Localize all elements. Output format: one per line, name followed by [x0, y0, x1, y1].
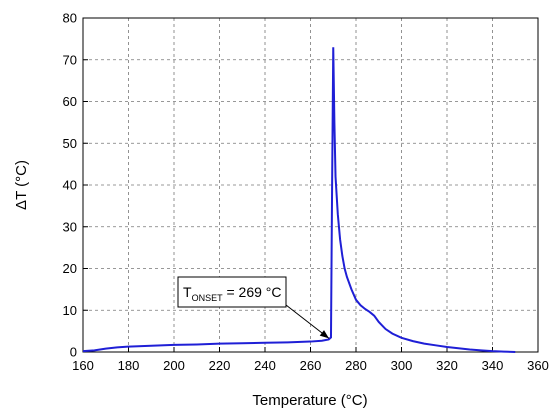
- x-tick-label: 360: [527, 358, 549, 373]
- x-tick-label: 320: [436, 358, 458, 373]
- y-tick-label: 70: [63, 52, 77, 67]
- x-axis-title: Temperature (°C): [252, 392, 367, 409]
- y-tick-labels: 0 10 20 30 40 50 60 70 80: [63, 11, 77, 360]
- x-tick-label: 240: [254, 358, 276, 373]
- series-line: [82, 47, 516, 353]
- onset-annotation: TONSET = 269 °C: [177, 276, 330, 339]
- x-tick-label: 260: [300, 358, 322, 373]
- y-axis-label: ΔT: [13, 191, 30, 210]
- annotation-arrow: [285, 304, 330, 339]
- annotation-box: [177, 276, 287, 308]
- y-tick-label: 60: [63, 94, 77, 109]
- x-tick-label: 340: [482, 358, 504, 373]
- y-tick-label: 50: [63, 136, 77, 151]
- y-tick-label: 20: [63, 261, 77, 276]
- annotation-symbol: T: [183, 284, 192, 300]
- x-tick-label: 200: [163, 358, 185, 373]
- y-axis-unit: (°C): [13, 160, 30, 187]
- x-tick-label: 180: [118, 358, 140, 373]
- y-tick-label: 10: [63, 303, 77, 318]
- annotation-arrowhead: [319, 330, 329, 339]
- x-tick-label: 280: [345, 358, 367, 373]
- axis-ticks: [82, 17, 539, 353]
- x-axis-label: Temperature: [252, 392, 336, 409]
- annotation-value: = 269 °C: [223, 284, 282, 300]
- y-tick-label: 80: [63, 11, 77, 26]
- x-tick-label: 220: [209, 358, 231, 373]
- x-tick-label: 300: [391, 358, 413, 373]
- annotation-subscript: ONSET: [192, 293, 224, 303]
- x-tick-labels: 160 180 200 220 240 260 280 300 320 340 360: [72, 358, 549, 373]
- y-axis-title: ΔT (°C): [13, 160, 30, 210]
- x-tick-label: 160: [72, 358, 94, 373]
- grid: [83, 18, 538, 352]
- y-tick-label: 0: [70, 345, 77, 360]
- x-axis-unit: (°C): [341, 392, 368, 409]
- annotation-label: TONSET = 269 °C: [183, 284, 282, 303]
- y-tick-label: 40: [63, 178, 77, 193]
- y-tick-label: 30: [63, 219, 77, 234]
